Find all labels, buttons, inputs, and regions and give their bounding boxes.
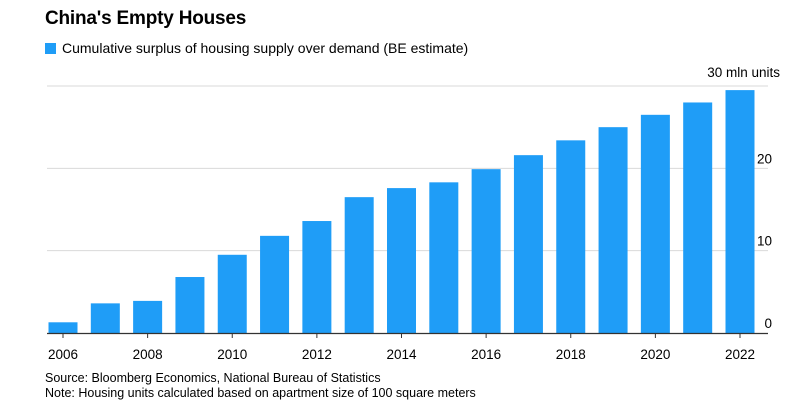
- x-tick-label-2010: 2010: [217, 347, 247, 362]
- y-tick-label-10: 10: [757, 234, 772, 249]
- bar-2016: [471, 169, 501, 333]
- legend: Cumulative surplus of housing supply ove…: [45, 40, 468, 56]
- legend-swatch: [45, 42, 56, 54]
- bar-2008: [133, 300, 163, 333]
- y-tick-label-20: 20: [757, 151, 772, 166]
- x-tick-label-2018: 2018: [556, 347, 586, 362]
- source-note: Source: Bloomberg Economics, National Bu…: [45, 371, 381, 385]
- x-tick-label-2020: 2020: [640, 347, 670, 362]
- x-tick-label-2006: 2006: [48, 347, 78, 362]
- bar-2007: [90, 303, 120, 333]
- bar-2009: [175, 277, 205, 333]
- bar-2014: [387, 188, 416, 333]
- bar-2013: [344, 197, 374, 333]
- bar-2021: [683, 102, 713, 333]
- legend-label: Cumulative surplus of housing supply ove…: [62, 40, 469, 56]
- x-tick-label-2008: 2008: [133, 347, 163, 362]
- bar-2019: [598, 127, 628, 334]
- bar-2010: [217, 254, 247, 333]
- y-tick-label-0: 0: [764, 316, 772, 331]
- bar-2011: [260, 235, 290, 333]
- chart-title: China's Empty Houses: [45, 8, 247, 29]
- bar-2015: [429, 182, 459, 333]
- bar-2012: [302, 221, 332, 333]
- footnote: Note: Housing units calculated based on …: [45, 386, 476, 400]
- y-axis-unit-label: 30 mln units: [707, 65, 780, 80]
- bar-2020: [640, 114, 670, 333]
- x-tick-label-2016: 2016: [471, 347, 501, 362]
- x-tick-label-2022: 2022: [725, 347, 755, 362]
- x-tick-label-2014: 2014: [386, 347, 417, 362]
- bar-2022: [725, 90, 755, 333]
- x-tick-label-2012: 2012: [302, 347, 332, 362]
- bar-2017: [513, 155, 543, 333]
- bar-2018: [556, 140, 586, 333]
- bar-2006: [48, 322, 78, 333]
